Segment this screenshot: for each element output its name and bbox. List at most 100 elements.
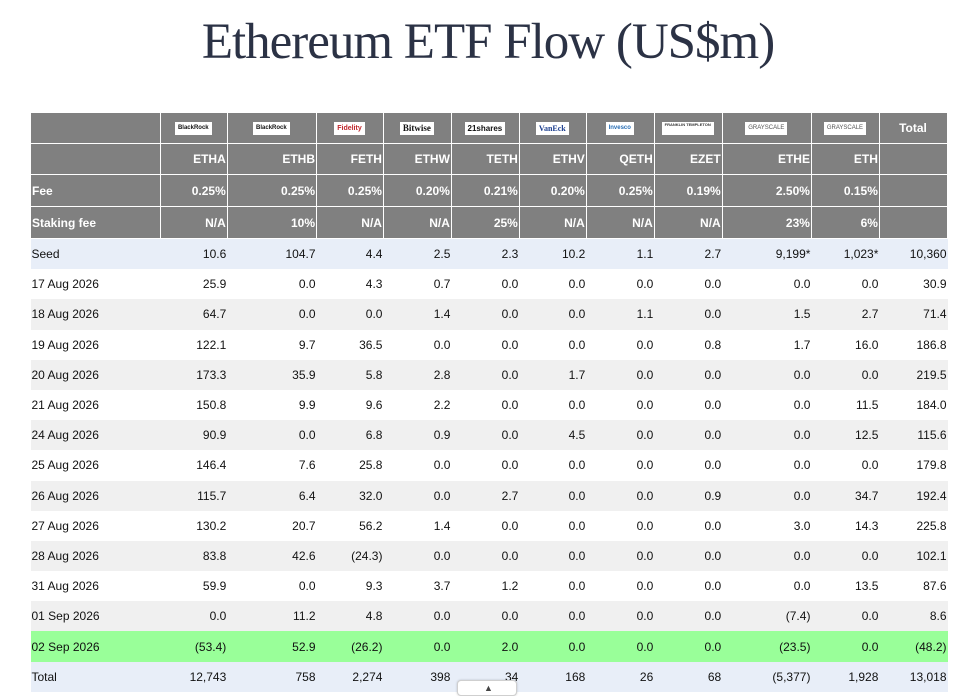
- staking-fee-cell: N/A: [653, 206, 723, 239]
- flow-cell-etha: 12,743: [160, 661, 228, 692]
- fee-cell: 0.20%: [382, 174, 452, 207]
- flow-cell-ethb: 0.0: [227, 299, 317, 330]
- flow-cell-qeth: 0.0: [586, 540, 655, 572]
- header-row-tickers: ETHA ETHB FETH ETHW TETH ETHV QETH EZET ETHE ETH: [30, 143, 949, 175]
- flow-cell-teth: 0.0: [451, 601, 520, 632]
- flow-cell-eth: 14.3: [855, 518, 879, 533]
- flow-cell-ethv: 10.2: [519, 238, 587, 270]
- flow-cell-ethb: 0.0: [298, 579, 316, 594]
- row-date-label: 24 Aug 2026: [30, 420, 161, 451]
- table-row: 01 Sep 2026 0.0 11.2 4.8 0.0 0.0 0.0 0.0 0.0 (7.4…: [30, 601, 948, 632]
- flow-cell-etha: 83.8: [160, 540, 228, 572]
- row-date-label: 19 Aug 2026: [31, 337, 99, 352]
- flow-cell-ethv: 168: [519, 661, 587, 692]
- fee-label: Fee: [30, 174, 161, 207]
- flow-cell-feth: 5.8: [316, 359, 384, 390]
- flow-cell-ethe: 9,199*: [722, 238, 812, 270]
- flow-cell-qeth: 0.0: [636, 337, 654, 352]
- flow-cell-ethw: 0.0: [433, 337, 451, 352]
- fee-cell: 0.15%: [810, 174, 880, 207]
- flow-cell-qeth: 0.0: [586, 420, 655, 451]
- flow-cell-etha: 122.1: [196, 337, 227, 352]
- flow-cell-ethb: 0.0: [227, 420, 317, 451]
- table-row: 17 Aug 2026 25.9 0.0 4.3 0.7 0.0 0.0 0.0 0.0 0.0 0…: [31, 269, 948, 299]
- flow-cell-etha: 173.3: [160, 359, 228, 390]
- ticker-header: FETH: [316, 143, 384, 175]
- flow-cell-ethv: 0.0: [519, 299, 587, 330]
- staking-fee-cell: N/A: [382, 206, 452, 239]
- flow-cell-ethb: 6.4: [227, 480, 317, 511]
- row-date-label: 20 Aug 2026: [30, 359, 161, 390]
- flow-cell-ezet: 0.0: [704, 277, 722, 292]
- flow-cell-ethw: 0.7: [433, 277, 451, 292]
- flow-cell-ethb: 9.9: [298, 398, 316, 413]
- flow-cell-feth: 6.8: [316, 420, 384, 451]
- row-total-cell: 179.8: [916, 458, 947, 473]
- issuer-logo-cell: 21shares: [450, 112, 520, 144]
- table-row: 26 Aug 2026 115.7 6.4 32.0 0.0 2.7 0.0 0.0 0.9 0.…: [30, 480, 948, 511]
- flow-cell-eth: 0.0: [811, 540, 880, 572]
- flow-cell-feth: 9.3: [365, 579, 383, 594]
- flow-cell-teth: 0.0: [451, 540, 520, 572]
- flow-cell-eth: 0.0: [811, 359, 880, 390]
- flow-cell-qeth: 0.0: [636, 518, 654, 533]
- flow-cell-ethw: 398: [383, 661, 452, 692]
- table-row: 19 Aug 2026 122.1 9.7 36.5 0.0 0.0 0.0 0.0 0.8 1.…: [31, 330, 948, 360]
- flow-cell-ethw: 0.0: [383, 601, 452, 632]
- flow-cell-ethe: 0.0: [722, 480, 812, 511]
- row-total-cell: 115.6: [879, 420, 948, 451]
- flow-cell-ethe: (7.4): [722, 601, 812, 632]
- fee-cell: 0.20%: [518, 174, 587, 207]
- issuer-logo-21shares: 21shares: [464, 122, 506, 136]
- ticker-header: ETHW: [382, 143, 452, 175]
- ticker-header: TETH: [450, 143, 520, 175]
- flow-cell-ethw: 0.0: [383, 480, 452, 511]
- flow-cell-etha: 59.9: [202, 579, 227, 594]
- ticker-label-cell: [30, 143, 161, 175]
- flow-cell-eth: 12.5: [811, 420, 880, 451]
- flow-cell-feth: 4.8: [316, 601, 384, 632]
- flow-cell-ethv: 0.0: [568, 337, 586, 352]
- issuer-logo-vaneck: VanEck: [535, 122, 569, 136]
- flow-cell-eth: 0.0: [811, 631, 880, 662]
- total-column-header: Total: [878, 112, 949, 144]
- flow-cell-ethv: 4.5: [519, 420, 587, 451]
- flow-cell-etha: 146.4: [196, 458, 227, 473]
- scroll-to-top-button[interactable]: ▲: [457, 680, 517, 696]
- flow-cell-teth: 0.0: [501, 398, 519, 413]
- flow-cell-qeth: 0.0: [586, 359, 655, 390]
- flow-cell-ezet: 0.0: [704, 579, 722, 594]
- flow-cell-etha: 150.8: [196, 398, 227, 413]
- flow-cell-teth: 0.0: [501, 277, 519, 292]
- flow-cell-ethe: 1.5: [722, 299, 812, 330]
- flow-cell-ethe: 1.7: [793, 337, 811, 352]
- flow-cell-ezet: 0.0: [654, 420, 723, 451]
- flow-cell-teth: 0.0: [501, 518, 519, 533]
- issuer-logo-cell: GRAYSCALE: [810, 112, 880, 144]
- etf-flow-table: BlackRock BlackRock Fidelity Bitwise 21share…: [30, 112, 949, 692]
- issuer-logo-cell: BlackRock: [159, 112, 228, 144]
- staking-fee-cell: 23%: [721, 206, 812, 239]
- header-row-fee: Fee 0.25% 0.25% 0.25% 0.20% 0.21% 0.20% 0.25% 0.…: [30, 174, 949, 207]
- issuer-logo-cell: BlackRock: [226, 112, 318, 144]
- flow-cell-ethb: 9.7: [298, 337, 316, 352]
- flow-cell-ethb: 35.9: [227, 359, 317, 390]
- flow-cell-eth: 2.7: [811, 299, 880, 330]
- fee-cell: 0.25%: [585, 174, 655, 207]
- staking-total-cell: [878, 206, 949, 239]
- table-row: 18 Aug 2026 64.7 0.0 0.0 1.4 0.0 0.0 1.1 0.0 1.5 2…: [30, 299, 948, 330]
- flow-cell-eth: 34.7: [811, 480, 880, 511]
- staking-fee-cell: N/A: [159, 206, 228, 239]
- issuer-logo-cell: GRAYSCALE: [721, 112, 812, 144]
- row-total-cell: 102.1: [879, 540, 948, 572]
- flow-cell-ethv: 0.0: [568, 579, 586, 594]
- row-total-cell: 87.6: [923, 579, 947, 594]
- flow-cell-etha: 0.0: [160, 601, 228, 632]
- flow-cell-ethw: 0.0: [433, 458, 451, 473]
- flow-cell-eth: 11.5: [855, 398, 879, 413]
- fee-total-cell: [878, 174, 949, 207]
- flow-cell-ethw: 1.4: [433, 518, 451, 533]
- flow-cell-feth: 2,274: [316, 661, 384, 692]
- flow-cell-ethw: 1.4: [383, 299, 452, 330]
- row-date-label: 25 Aug 2026: [31, 458, 99, 473]
